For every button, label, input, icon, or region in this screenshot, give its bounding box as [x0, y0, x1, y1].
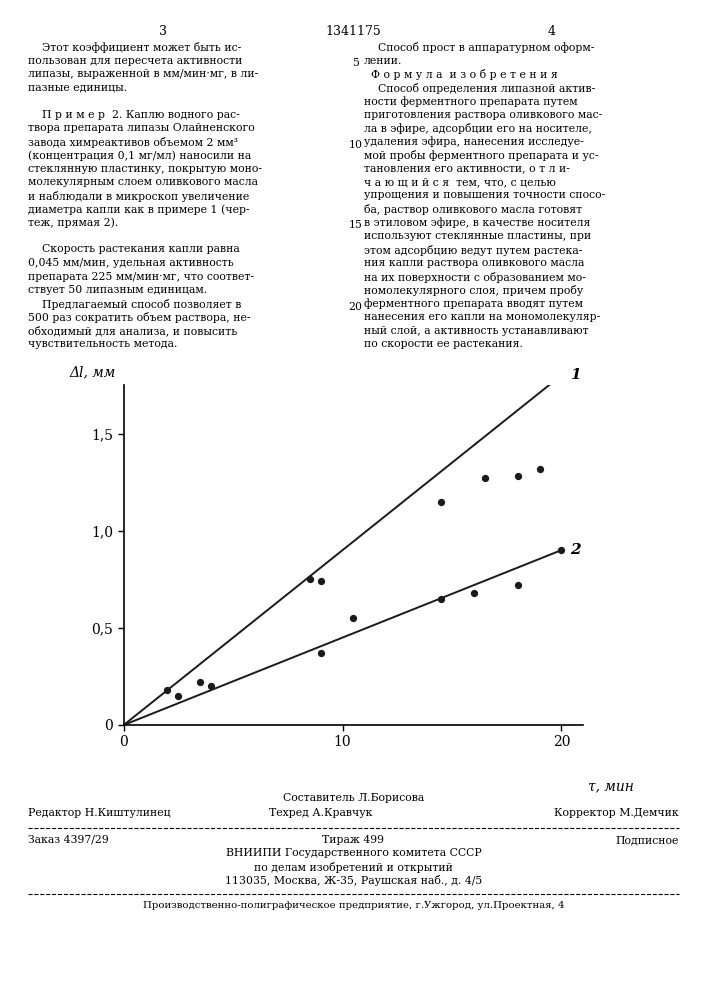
Text: ба, раствор оливкового масла готовят: ба, раствор оливкового масла готовят: [364, 204, 583, 215]
Text: Техред А.Кравчук: Техред А.Кравчук: [269, 808, 372, 818]
Text: мой пробы ферментного препарата и ус-: мой пробы ферментного препарата и ус-: [364, 150, 599, 161]
Text: 20: 20: [349, 302, 363, 312]
Text: 5: 5: [352, 58, 359, 68]
Text: ч а ю щ и й с я  тем, что, с целью: ч а ю щ и й с я тем, что, с целью: [364, 177, 556, 187]
Text: упрощения и повышения точности спосо-: упрощения и повышения точности спосо-: [364, 190, 605, 200]
Text: твора препарата липазы Олайненского: твора препарата липазы Олайненского: [28, 123, 255, 133]
Text: препарата 225 мм/мин·мг, что соответ-: препарата 225 мм/мин·мг, что соответ-: [28, 272, 255, 282]
Text: 113035, Москва, Ж-35, Раушская наб., д. 4/5: 113035, Москва, Ж-35, Раушская наб., д. …: [225, 876, 482, 886]
Text: нанесения его капли на мономолекуляр-: нанесения его капли на мономолекуляр-: [364, 312, 600, 322]
Text: Тираж 499: Тираж 499: [322, 835, 385, 845]
Point: [479, 470, 491, 486]
Text: ВНИИПИ Государственного комитета СССР: ВНИИПИ Государственного комитета СССР: [226, 848, 481, 858]
Point: [304, 571, 315, 587]
Point: [556, 542, 567, 558]
Text: Способ прост в аппаратурном оформ-: Способ прост в аппаратурном оформ-: [364, 42, 595, 53]
Text: П р и м е р  2. Каплю водного рас-: П р и м е р 2. Каплю водного рас-: [28, 109, 240, 119]
Text: 1341175: 1341175: [326, 25, 381, 38]
Text: липазы, выраженной в мм/мин·мг, в ли-: липазы, выраженной в мм/мин·мг, в ли-: [28, 69, 259, 79]
Text: Заказ 4397/29: Заказ 4397/29: [28, 835, 109, 845]
Text: Ф о р м у л а  и з о б р е т е н и я: Ф о р м у л а и з о б р е т е н и я: [364, 69, 558, 80]
Text: ла в эфире, адсорбции его на носителе,: ла в эфире, адсорбции его на носителе,: [364, 123, 592, 134]
Text: 4: 4: [547, 25, 556, 38]
Text: Составитель Л.Борисова: Составитель Л.Борисова: [283, 793, 424, 803]
Text: по скорости ее растекания.: по скорости ее растекания.: [364, 339, 523, 349]
Text: τ, мин: τ, мин: [588, 779, 633, 793]
Text: диаметра капли как в примере 1 (чер-: диаметра капли как в примере 1 (чер-: [28, 204, 250, 215]
Text: 0,045 мм/мин, удельная активность: 0,045 мм/мин, удельная активность: [28, 258, 234, 268]
Text: Способ определения липазной актив-: Способ определения липазной актив-: [364, 83, 595, 94]
Text: номолекулярного слоя, причем пробу: номолекулярного слоя, причем пробу: [364, 285, 583, 296]
Text: Производственно-полиграфическое предприятие, г.Ужгород, ул.Проектная, 4: Производственно-полиграфическое предприя…: [143, 901, 564, 910]
Text: этом адсорбцию ведут путем растека-: этом адсорбцию ведут путем растека-: [364, 244, 583, 255]
Text: стеклянную пластинку, покрытую моно-: стеклянную пластинку, покрытую моно-: [28, 163, 262, 174]
Text: Подписное: Подписное: [615, 835, 679, 845]
Text: лении.: лении.: [364, 55, 402, 66]
Text: пазные единицы.: пазные единицы.: [28, 83, 127, 93]
Text: Этот коэффициент может быть ис-: Этот коэффициент может быть ис-: [28, 42, 242, 53]
Text: Δl, мм: Δl, мм: [69, 365, 115, 379]
Text: ный слой, а активность устанавливают: ный слой, а активность устанавливают: [364, 326, 589, 336]
Text: ферментного препарата вводят путем: ферментного препарата вводят путем: [364, 298, 583, 309]
Text: завода химреактивов объемом 2 мм³: завода химреактивов объемом 2 мм³: [28, 137, 238, 148]
Point: [512, 468, 523, 484]
Text: на их поверхности с образованием мо-: на их поверхности с образованием мо-: [364, 272, 586, 283]
Text: молекулярным слоем оливкового масла: молекулярным слоем оливкового масла: [28, 177, 258, 187]
Point: [173, 688, 184, 704]
Text: 15: 15: [349, 221, 363, 231]
Text: по делам изобретений и открытий: по делам изобретений и открытий: [254, 862, 453, 873]
Text: удаления эфира, нанесения исследуе-: удаления эфира, нанесения исследуе-: [364, 137, 584, 147]
Text: Редактор Н.Киштулинец: Редактор Н.Киштулинец: [28, 808, 171, 818]
Text: обходимый для анализа, и повысить: обходимый для анализа, и повысить: [28, 326, 238, 336]
Text: приготовления раствора оливкового мас-: приготовления раствора оливкового мас-: [364, 109, 602, 119]
Text: 500 раз сократить объем раствора, не-: 500 раз сократить объем раствора, не-: [28, 312, 251, 323]
Text: тановления его активности, о т л и-: тановления его активности, о т л и-: [364, 163, 570, 174]
Text: теж, прямая 2).: теж, прямая 2).: [28, 218, 119, 228]
Point: [315, 645, 327, 661]
Point: [206, 678, 217, 694]
Point: [348, 610, 359, 626]
Point: [436, 494, 447, 510]
Text: чувствительность метода.: чувствительность метода.: [28, 339, 177, 349]
Point: [534, 461, 545, 477]
Point: [512, 577, 523, 593]
Text: ности ферментного препарата путем: ности ферментного препарата путем: [364, 96, 578, 107]
Text: Предлагаемый способ позволяет в: Предлагаемый способ позволяет в: [28, 298, 242, 310]
Point: [436, 591, 447, 607]
Text: 1: 1: [570, 368, 580, 382]
Text: ствует 50 липазным единицам.: ствует 50 липазным единицам.: [28, 285, 207, 295]
Point: [162, 682, 173, 698]
Text: Корректор М.Демчик: Корректор М.Демчик: [554, 808, 679, 818]
Point: [194, 674, 206, 690]
Point: [315, 573, 327, 589]
Text: 3: 3: [158, 25, 167, 38]
Text: ния капли раствора оливкового масла: ния капли раствора оливкового масла: [364, 258, 585, 268]
Text: 2: 2: [570, 543, 580, 557]
Text: Скорость растекания капли равна: Скорость растекания капли равна: [28, 244, 240, 254]
Text: пользован для пересчета активности: пользован для пересчета активности: [28, 55, 243, 66]
Text: (концентрация 0,1 мг/мл) наносили на: (концентрация 0,1 мг/мл) наносили на: [28, 150, 252, 161]
Text: в этиловом эфире, в качестве носителя: в этиловом эфире, в качестве носителя: [364, 218, 590, 228]
Text: 10: 10: [349, 140, 363, 150]
Point: [468, 585, 479, 601]
Text: и наблюдали в микроскоп увеличение: и наблюдали в микроскоп увеличение: [28, 190, 250, 202]
Text: используют стеклянные пластины, при: используют стеклянные пластины, при: [364, 231, 591, 241]
